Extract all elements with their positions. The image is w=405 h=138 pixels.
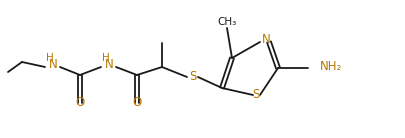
Text: N: N [104,59,113,71]
Text: CH₃: CH₃ [217,17,236,27]
Text: O: O [75,95,84,108]
Text: NH₂: NH₂ [319,60,341,74]
Text: N: N [261,34,270,47]
Text: S: S [252,87,259,100]
Text: H: H [102,53,110,63]
Text: H: H [46,53,54,63]
Text: O: O [132,95,141,108]
Text: S: S [189,70,196,83]
Text: N: N [49,59,57,71]
